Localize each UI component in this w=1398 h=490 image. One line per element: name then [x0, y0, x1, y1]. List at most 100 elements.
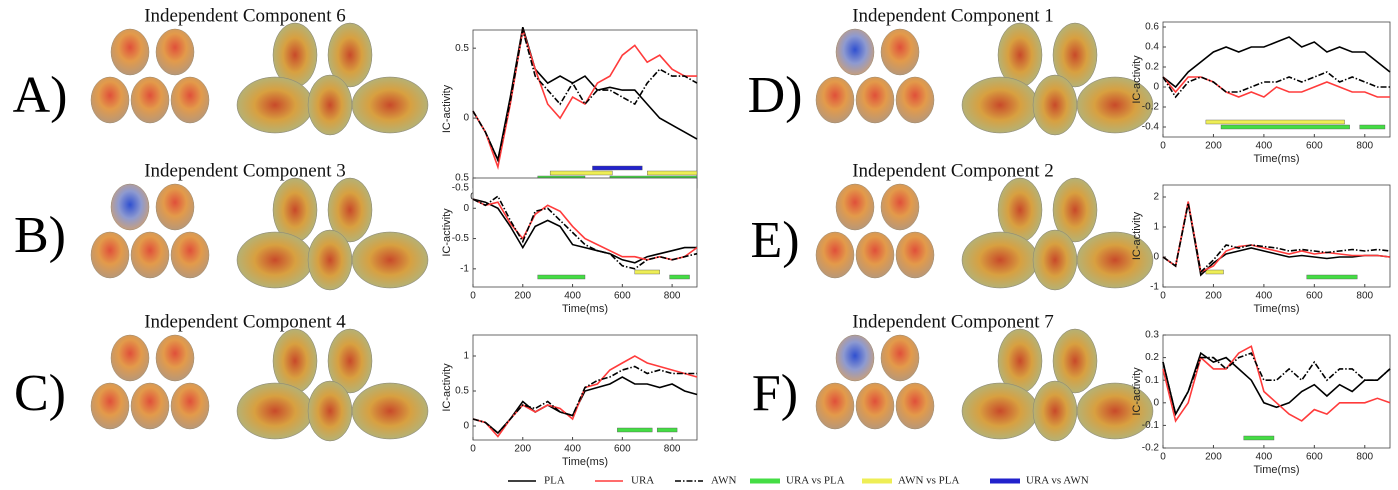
- panel-label: C): [14, 365, 66, 422]
- legend-label: URA: [631, 475, 654, 487]
- legend-label: URA vs PLA: [786, 475, 845, 487]
- panel-title: Independent Component 3: [144, 160, 346, 181]
- x-tick-label: 0: [1160, 291, 1166, 302]
- y-tick-label: -0.5: [452, 183, 470, 194]
- x-axis-label: Time(ms): [1253, 153, 1299, 165]
- x-tick-label: 0: [1160, 141, 1166, 152]
- scalp-map: [110, 28, 150, 76]
- panel-label: B): [14, 207, 66, 264]
- y-tick-label: -0.4: [1142, 122, 1160, 133]
- scalp-map: [815, 231, 855, 279]
- panel-title: Independent Component 4: [144, 311, 346, 332]
- axes-box: [1162, 21, 1391, 138]
- series-line: [1162, 36, 1391, 89]
- significance-bar: [1359, 124, 1386, 130]
- brain-map: [1032, 229, 1078, 291]
- brain-map: [1076, 76, 1154, 134]
- brain-map: [236, 76, 314, 134]
- x-tick-label: 400: [1256, 452, 1273, 463]
- x-tick-label: 200: [1205, 291, 1222, 302]
- brain-map: [1032, 380, 1078, 442]
- x-tick-label: 800: [1356, 291, 1373, 302]
- x-tick-label: 600: [1306, 141, 1323, 152]
- scalp-map: [895, 382, 935, 430]
- series-line: [1162, 202, 1391, 274]
- legend-label: URA vs AWN: [1026, 475, 1089, 487]
- y-tick-label: 0.1: [1145, 375, 1159, 386]
- series-line: [472, 198, 697, 264]
- scalp-map: [855, 76, 895, 124]
- brain-map: [1032, 74, 1078, 136]
- x-tick-label: 400: [564, 444, 581, 455]
- y-tick-label: -1: [1150, 282, 1159, 293]
- y-axis-label: IC-activity: [1131, 211, 1143, 260]
- x-tick-label: 400: [1256, 291, 1273, 302]
- significance-bar: [1220, 124, 1350, 130]
- brain-map: [236, 382, 314, 440]
- scalp-map: [835, 28, 875, 76]
- scalp-map: [815, 382, 855, 430]
- x-tick-label: 600: [1306, 452, 1323, 463]
- scalp-map: [880, 28, 920, 76]
- panel-label: E): [750, 212, 799, 269]
- series-line: [1162, 351, 1391, 417]
- brain-map: [961, 231, 1039, 289]
- scalp-map: [170, 382, 210, 430]
- scalp-map: [110, 334, 150, 382]
- x-axis-label: Time(ms): [562, 456, 608, 468]
- y-axis-label: IC-activity: [441, 208, 453, 257]
- y-tick-label: 1: [1153, 222, 1159, 233]
- x-tick-label: 200: [514, 444, 531, 455]
- scalp-map: [835, 334, 875, 382]
- brain-map: [307, 380, 353, 442]
- scalp-map: [855, 382, 895, 430]
- scalp-map: [895, 231, 935, 279]
- y-tick-label: 0: [1153, 252, 1159, 263]
- x-axis-label: Time(ms): [1253, 303, 1299, 315]
- series-line: [1162, 76, 1390, 98]
- significance-bar: [1205, 269, 1224, 275]
- axes-box: [1162, 334, 1391, 449]
- scalp-map: [110, 183, 150, 231]
- x-tick-label: 600: [1306, 291, 1323, 302]
- scalp-map: [880, 183, 920, 231]
- panel-label: F): [752, 365, 798, 422]
- significance-bar: [656, 427, 678, 433]
- brain-map: [307, 229, 353, 291]
- significance-bar: [1205, 119, 1345, 125]
- scalp-map: [835, 183, 875, 231]
- brain-map: [961, 76, 1039, 134]
- panel-title: Independent Component 7: [852, 311, 1054, 332]
- scalp-map: [895, 76, 935, 124]
- panel-title: Independent Component 1: [852, 5, 1054, 26]
- x-tick-label: 0: [470, 291, 476, 302]
- scalp-map: [155, 183, 195, 231]
- significance-bar: [1306, 274, 1358, 280]
- y-axis-label: IC-activity: [441, 84, 453, 133]
- y-tick-label: 0.3: [1145, 330, 1159, 341]
- brain-map: [1052, 177, 1098, 243]
- legend-swatch: [990, 478, 1020, 484]
- series-line: [472, 365, 697, 435]
- series-line: [1162, 352, 1391, 417]
- legend-label: AWN vs PLA: [898, 475, 960, 487]
- brain-map: [1076, 231, 1154, 289]
- y-tick-label: -0.2: [1142, 443, 1160, 454]
- legend-label: AWN: [711, 475, 736, 487]
- legend-label: PLA: [544, 475, 565, 487]
- y-tick-label: 0.2: [1145, 62, 1159, 73]
- y-tick-label: 0: [1153, 82, 1159, 93]
- series-line: [1162, 71, 1390, 99]
- scalp-map: [155, 334, 195, 382]
- series-line: [1162, 202, 1391, 277]
- y-axis-label: IC-activity: [1131, 55, 1143, 104]
- scalp-map: [90, 231, 130, 279]
- brain-map: [351, 231, 429, 289]
- axes-box: [472, 177, 698, 288]
- x-tick-label: 400: [564, 291, 581, 302]
- x-tick-label: 600: [614, 291, 631, 302]
- y-tick-label: 0: [463, 203, 469, 214]
- x-tick-label: 200: [1205, 452, 1222, 463]
- brain-map: [307, 74, 353, 136]
